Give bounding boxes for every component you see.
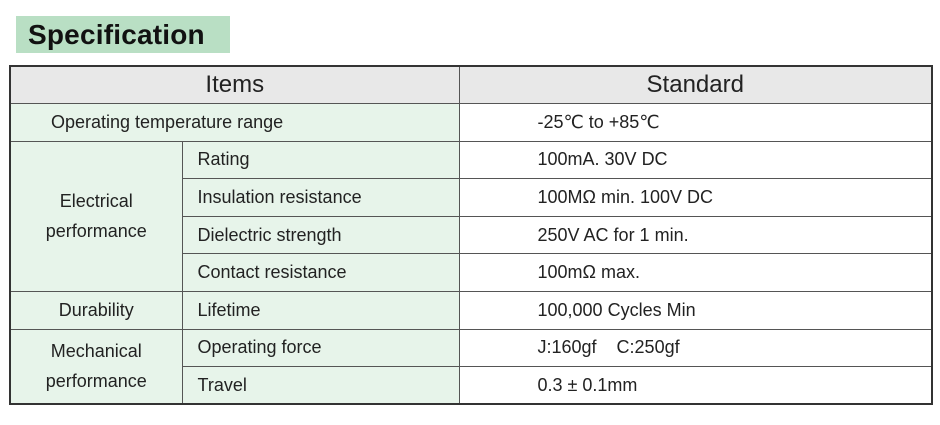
standard-temperature: -25℃ to +85℃ <box>458 103 933 142</box>
item-contact: Contact resistance <box>181 253 460 292</box>
standard-operating-force: J:160gf C:250gf <box>458 328 933 368</box>
table-row: Durability Lifetime 100,000 Cycles Min <box>9 290 933 330</box>
header-items: Items <box>9 65 460 104</box>
table-row: Dielectric strength 250V AC for 1 min. <box>10 215 933 255</box>
table-header-row: Items Standard <box>9 65 933 104</box>
item-insulation: Insulation resistance <box>181 178 460 217</box>
header-standard: Standard <box>458 65 933 104</box>
standard-insulation: 100MΩ min. 100V DC <box>458 178 933 217</box>
standard-lifetime: 100,000 Cycles Min <box>458 290 933 330</box>
group-electrical-line2: performance <box>45 221 147 242</box>
specification-table: Items Standard Operating temperature ran… <box>9 65 933 406</box>
item-lifetime: Lifetime <box>181 290 460 330</box>
group-mechanical-line1: Mechanical <box>50 341 142 362</box>
section-title-box: Specification <box>16 16 230 53</box>
item-rating: Rating <box>181 140 460 180</box>
item-operating-force: Operating force <box>181 328 460 368</box>
item-travel: Travel <box>181 366 460 405</box>
item-dielectric: Dielectric strength <box>181 215 460 255</box>
group-mechanical: Mechanical performance <box>9 328 183 405</box>
group-mechanical-line2: performance <box>45 371 147 392</box>
group-electrical-line1: Electrical <box>59 191 133 212</box>
table-row: Travel 0.3 ± 0.1mm <box>10 366 933 405</box>
table-row: Insulation resistance 100MΩ min. 100V DC <box>10 178 933 217</box>
group-durability: Durability <box>9 290 183 330</box>
table-row: Electrical performance Rating 100mA. 30V… <box>9 140 933 292</box>
item-temperature: Operating temperature range <box>9 103 460 142</box>
standard-rating: 100mA. 30V DC <box>458 140 933 180</box>
section-title: Specification <box>28 18 205 50</box>
table-row: Operating temperature range -25℃ to +85℃ <box>9 103 933 142</box>
standard-dielectric: 250V AC for 1 min. <box>458 215 933 255</box>
table-row: Contact resistance 100mΩ max. <box>10 253 933 292</box>
standard-contact: 100mΩ max. <box>458 253 933 292</box>
table-row: Mechanical performance Operating force J… <box>9 328 933 405</box>
standard-travel: 0.3 ± 0.1mm <box>458 366 933 405</box>
group-electrical: Electrical performance <box>9 140 183 292</box>
